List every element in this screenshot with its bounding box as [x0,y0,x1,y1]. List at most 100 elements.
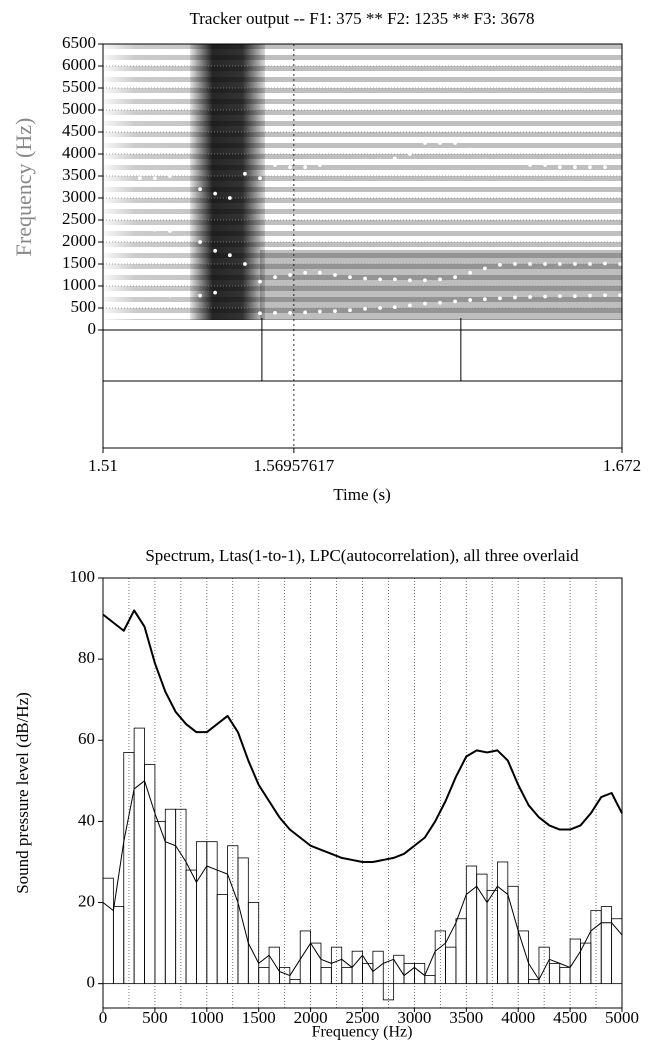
ltas-bar [465,865,478,985]
ltas-bar [268,946,280,985]
ltas-bar [102,877,114,985]
formant-point [588,262,592,266]
formant-point [168,229,172,233]
formant-point [453,299,457,304]
formant-point [183,235,187,240]
formant-point [273,163,277,167]
formant-point [482,158,487,163]
ltas-bar [185,869,197,985]
formant-point [603,165,607,170]
formant-point [348,275,352,280]
ltas-bar [455,918,467,985]
formant-point [168,293,172,298]
formant-point [392,156,397,161]
formant-point [498,296,502,301]
x-tick-label: 4500 [553,1008,587,1027]
y-tick-label: 5000 [62,99,96,118]
formant-point [423,141,427,145]
spectrum-line [102,780,623,981]
formant-point [258,311,262,316]
x-tick-label: 0 [99,1008,108,1027]
y-tick-label: 0 [87,973,96,992]
ltas-bar [528,979,540,985]
formant-point [198,293,202,298]
ltas-bar [393,954,405,985]
formant-point [137,226,142,231]
formant-point [378,306,383,310]
formant-point [123,314,128,319]
ltas-bar [237,857,249,985]
y-tick-label: 1000 [62,275,96,294]
ltas-bar [372,950,384,985]
ltas-bar [123,752,135,985]
formant-point [543,163,548,167]
formant-point [528,163,532,167]
formant-point [213,290,218,295]
x-tick-label: 1.51 [88,456,118,475]
ltas-bar [476,873,488,985]
x-tick-label: 5000 [605,1008,639,1027]
formant-point [243,171,247,176]
ltas-bar [382,983,395,1001]
formant-point [618,160,622,165]
formant-point [618,262,622,266]
ltas-bar [486,889,498,985]
ltas-bar [196,841,208,985]
formant-point [303,270,308,275]
y-tick-label: 2500 [62,209,96,228]
ltas-bar [548,962,561,985]
x-axis-label: Time (s) [333,485,390,504]
formant-point [108,314,112,318]
formant-point [482,266,487,271]
plot-frame [102,43,623,449]
formant-point [153,314,157,319]
y-axis-label: Frequency (Hz) [11,118,36,257]
ltas-bar [279,967,291,985]
formant-point [453,275,457,280]
chart-title: Tracker output -- F1: 375 ** F2: 1235 **… [189,9,534,28]
formant-point [273,310,277,315]
ltas-bar [164,808,177,985]
ltas-bar [289,979,301,985]
y-tick-label: 40 [78,810,95,829]
formant-point [438,300,442,305]
formant-point [303,165,308,170]
formant-point [258,176,262,181]
y-tick-label: 6000 [62,55,96,74]
plot-frame [102,577,623,1009]
formant-point [317,270,322,275]
spectrogram-image [103,44,622,320]
formant-point [153,176,157,181]
formant-point [288,310,292,315]
y-tick-label: 4500 [62,121,96,140]
ltas-bar [216,894,228,985]
ltas-bar [351,950,363,985]
formant-point [498,262,502,267]
formant-point [453,141,457,145]
ltas-bar [154,820,166,985]
ltas-bar [497,861,509,985]
formant-point [573,165,577,170]
formant-point [273,275,277,280]
x-tick-label: 2000 [294,1008,328,1027]
formant-point [213,248,218,253]
y-tick-label: 4000 [62,143,96,162]
formant-point [317,163,322,167]
ltas-bar [569,938,581,985]
y-tick-label: 6500 [62,33,96,52]
y-tick-label: 500 [71,297,97,316]
formant-point [423,278,427,283]
formant-point [303,310,308,315]
ltas-bar [310,942,322,985]
formant-point [557,165,562,170]
formant-point [438,277,442,282]
formant-point [557,262,562,266]
formant-point [137,314,142,319]
ltas-bar [517,930,529,985]
ltas-bar [362,962,374,985]
y-tick-label: 1500 [62,253,96,272]
formant-point [573,262,577,266]
formant-point [618,293,622,298]
formant-point [227,196,232,200]
